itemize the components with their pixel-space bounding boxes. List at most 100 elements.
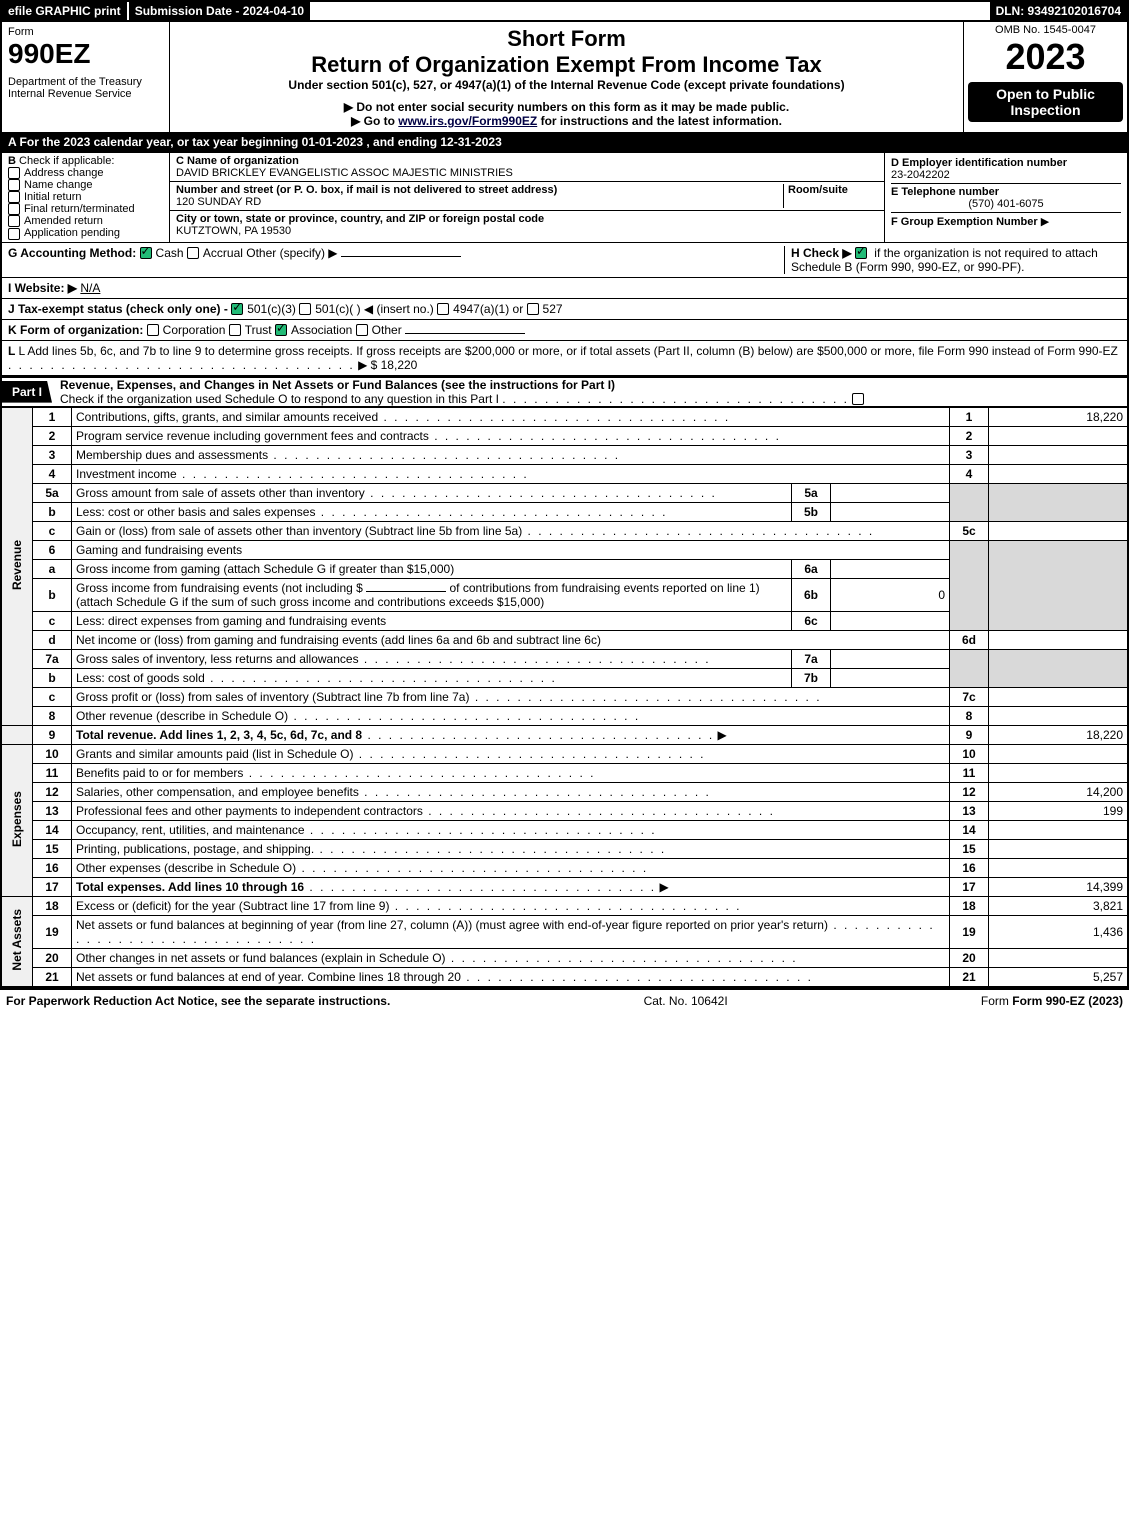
ln7a-mno: 7a [792, 649, 831, 668]
line-j: J Tax-exempt status (check only one) - 5… [0, 299, 1129, 320]
ln18-desc: Excess or (deficit) for the year (Subtra… [76, 899, 389, 913]
cb-501c3[interactable] [231, 303, 243, 315]
ln21-no: 21 [33, 967, 72, 987]
cb-schedule-b[interactable] [855, 247, 867, 259]
irs-label: Internal Revenue Service [8, 88, 163, 100]
cb-address-change[interactable] [8, 167, 20, 179]
ln2-rval [989, 426, 1129, 445]
c-name-label: C Name of organization [176, 155, 299, 167]
k-other-input[interactable] [405, 333, 525, 334]
ln6-desc: Gaming and fundraising events [72, 540, 950, 559]
ln20-rval [989, 948, 1129, 967]
cb-cash[interactable] [140, 247, 152, 259]
ln19-rno: 19 [950, 915, 989, 948]
section-def: D Employer identification number 23-2042… [885, 153, 1127, 242]
vlabel-netassets: Net Assets [1, 896, 33, 987]
ln19-no: 19 [33, 915, 72, 948]
line-k: K Form of organization: Corporation Trus… [0, 320, 1129, 341]
ln15-rno: 15 [950, 839, 989, 858]
cb-assoc[interactable] [275, 324, 287, 336]
open-to-public: Open to Public Inspection [968, 82, 1123, 122]
ln20-rno: 20 [950, 948, 989, 967]
efile-label[interactable]: efile GRAPHIC print [2, 2, 127, 20]
city-value: KUTZTOWN, PA 19530 [176, 225, 291, 237]
f-label: F Group Exemption Number [891, 216, 1038, 228]
ln6c-desc: Less: direct expenses from gaming and fu… [76, 614, 386, 628]
k-trust: Trust [245, 323, 272, 337]
ln14-rno: 14 [950, 820, 989, 839]
line-i: I Website: ▶ N/A [0, 278, 1129, 299]
l-text: L Add lines 5b, 6c, and 7b to line 9 to … [18, 344, 1117, 358]
form-number: 990EZ [8, 38, 163, 70]
other-input[interactable] [341, 256, 461, 257]
cb-initial-return[interactable] [8, 191, 20, 203]
phone-value: (570) 401-6075 [891, 198, 1121, 210]
short-form-title: Short Form [178, 26, 955, 52]
e-label: E Telephone number [891, 186, 999, 198]
ln21-desc: Net assets or fund balances at end of ye… [76, 970, 461, 984]
cb-trust[interactable] [229, 324, 241, 336]
cb-527[interactable] [527, 303, 539, 315]
ln11-no: 11 [33, 763, 72, 782]
ln5a-mno: 5a [792, 483, 831, 502]
ln6a-no: a [33, 559, 72, 578]
ln13-no: 13 [33, 801, 72, 820]
ln5a-desc: Gross amount from sale of assets other t… [76, 486, 365, 500]
i-label: I Website: ▶ [8, 281, 77, 295]
k-corp: Corporation [163, 323, 226, 337]
dept-treasury: Department of the Treasury [8, 76, 163, 88]
line-gh: G Accounting Method: Cash Accrual Other … [0, 243, 1129, 278]
return-title: Return of Organization Exempt From Incom… [178, 52, 955, 78]
ln1-rno: 1 [950, 407, 989, 426]
ln11-desc: Benefits paid to or for members [76, 766, 243, 780]
ln3-rval [989, 445, 1129, 464]
ln3-no: 3 [33, 445, 72, 464]
cb-name-change[interactable] [8, 179, 20, 191]
f-arrow: ▶ [1041, 216, 1049, 228]
ln11-rno: 11 [950, 763, 989, 782]
form-id-box: Form 990EZ Department of the Treasury In… [2, 22, 170, 132]
cb-501c[interactable] [299, 303, 311, 315]
ln5b-mno: 5b [792, 502, 831, 521]
tax-year: 2023 [968, 36, 1123, 78]
cb-amended-return[interactable] [8, 215, 20, 227]
cb-other[interactable] [356, 324, 368, 336]
form-year-box: OMB No. 1545-0047 2023 Open to Public In… [963, 22, 1127, 132]
website-value: N/A [80, 281, 100, 295]
ln17-desc: Total expenses. Add lines 10 through 16 [76, 880, 304, 894]
ln7c-desc: Gross profit or (loss) from sales of inv… [76, 690, 469, 704]
cb-final-return[interactable] [8, 203, 20, 215]
form-title-box: Short Form Return of Organization Exempt… [170, 22, 963, 132]
cb-4947[interactable] [437, 303, 449, 315]
ln8-no: 8 [33, 706, 72, 725]
final-return: Final return/terminated [24, 203, 135, 215]
cb-schedule-o[interactable] [852, 393, 864, 405]
ln15-rval [989, 839, 1129, 858]
cb-corp[interactable] [147, 324, 159, 336]
ein-value: 23-2042202 [891, 169, 950, 181]
name-change: Name change [24, 179, 93, 191]
ln16-no: 16 [33, 858, 72, 877]
cb-application-pending[interactable] [8, 228, 20, 240]
ln11-rval [989, 763, 1129, 782]
instr-goto: ▶ Go to www.irs.gov/Form990EZ for instru… [178, 114, 955, 128]
street-value: 120 SUNDAY RD [176, 196, 261, 208]
line-l: L L Add lines 5b, 6c, and 7b to line 9 t… [0, 341, 1129, 376]
city-box: City or town, state or province, country… [170, 211, 884, 239]
ln7c-no: c [33, 687, 72, 706]
k-assoc: Association [291, 323, 352, 337]
dln-number: DLN: 93492102016704 [990, 2, 1127, 20]
ln6b-blank[interactable] [366, 591, 446, 592]
ln8-desc: Other revenue (describe in Schedule O) [76, 709, 288, 723]
ln5a-mval [831, 483, 950, 502]
ln9-rno: 9 [950, 725, 989, 744]
initial-return: Initial return [24, 191, 81, 203]
ln6b-desc1: Gross income from fundraising events (no… [76, 581, 363, 595]
irs-link[interactable]: www.irs.gov/Form990EZ [398, 114, 537, 128]
amended-return: Amended return [24, 215, 103, 227]
ln7a-mval [831, 649, 950, 668]
ln6b-mval: 0 [831, 578, 950, 611]
cb-accrual[interactable] [187, 247, 199, 259]
ln1-rval: 18,220 [989, 407, 1129, 426]
ln6a-desc: Gross income from gaming (attach Schedul… [76, 562, 454, 576]
